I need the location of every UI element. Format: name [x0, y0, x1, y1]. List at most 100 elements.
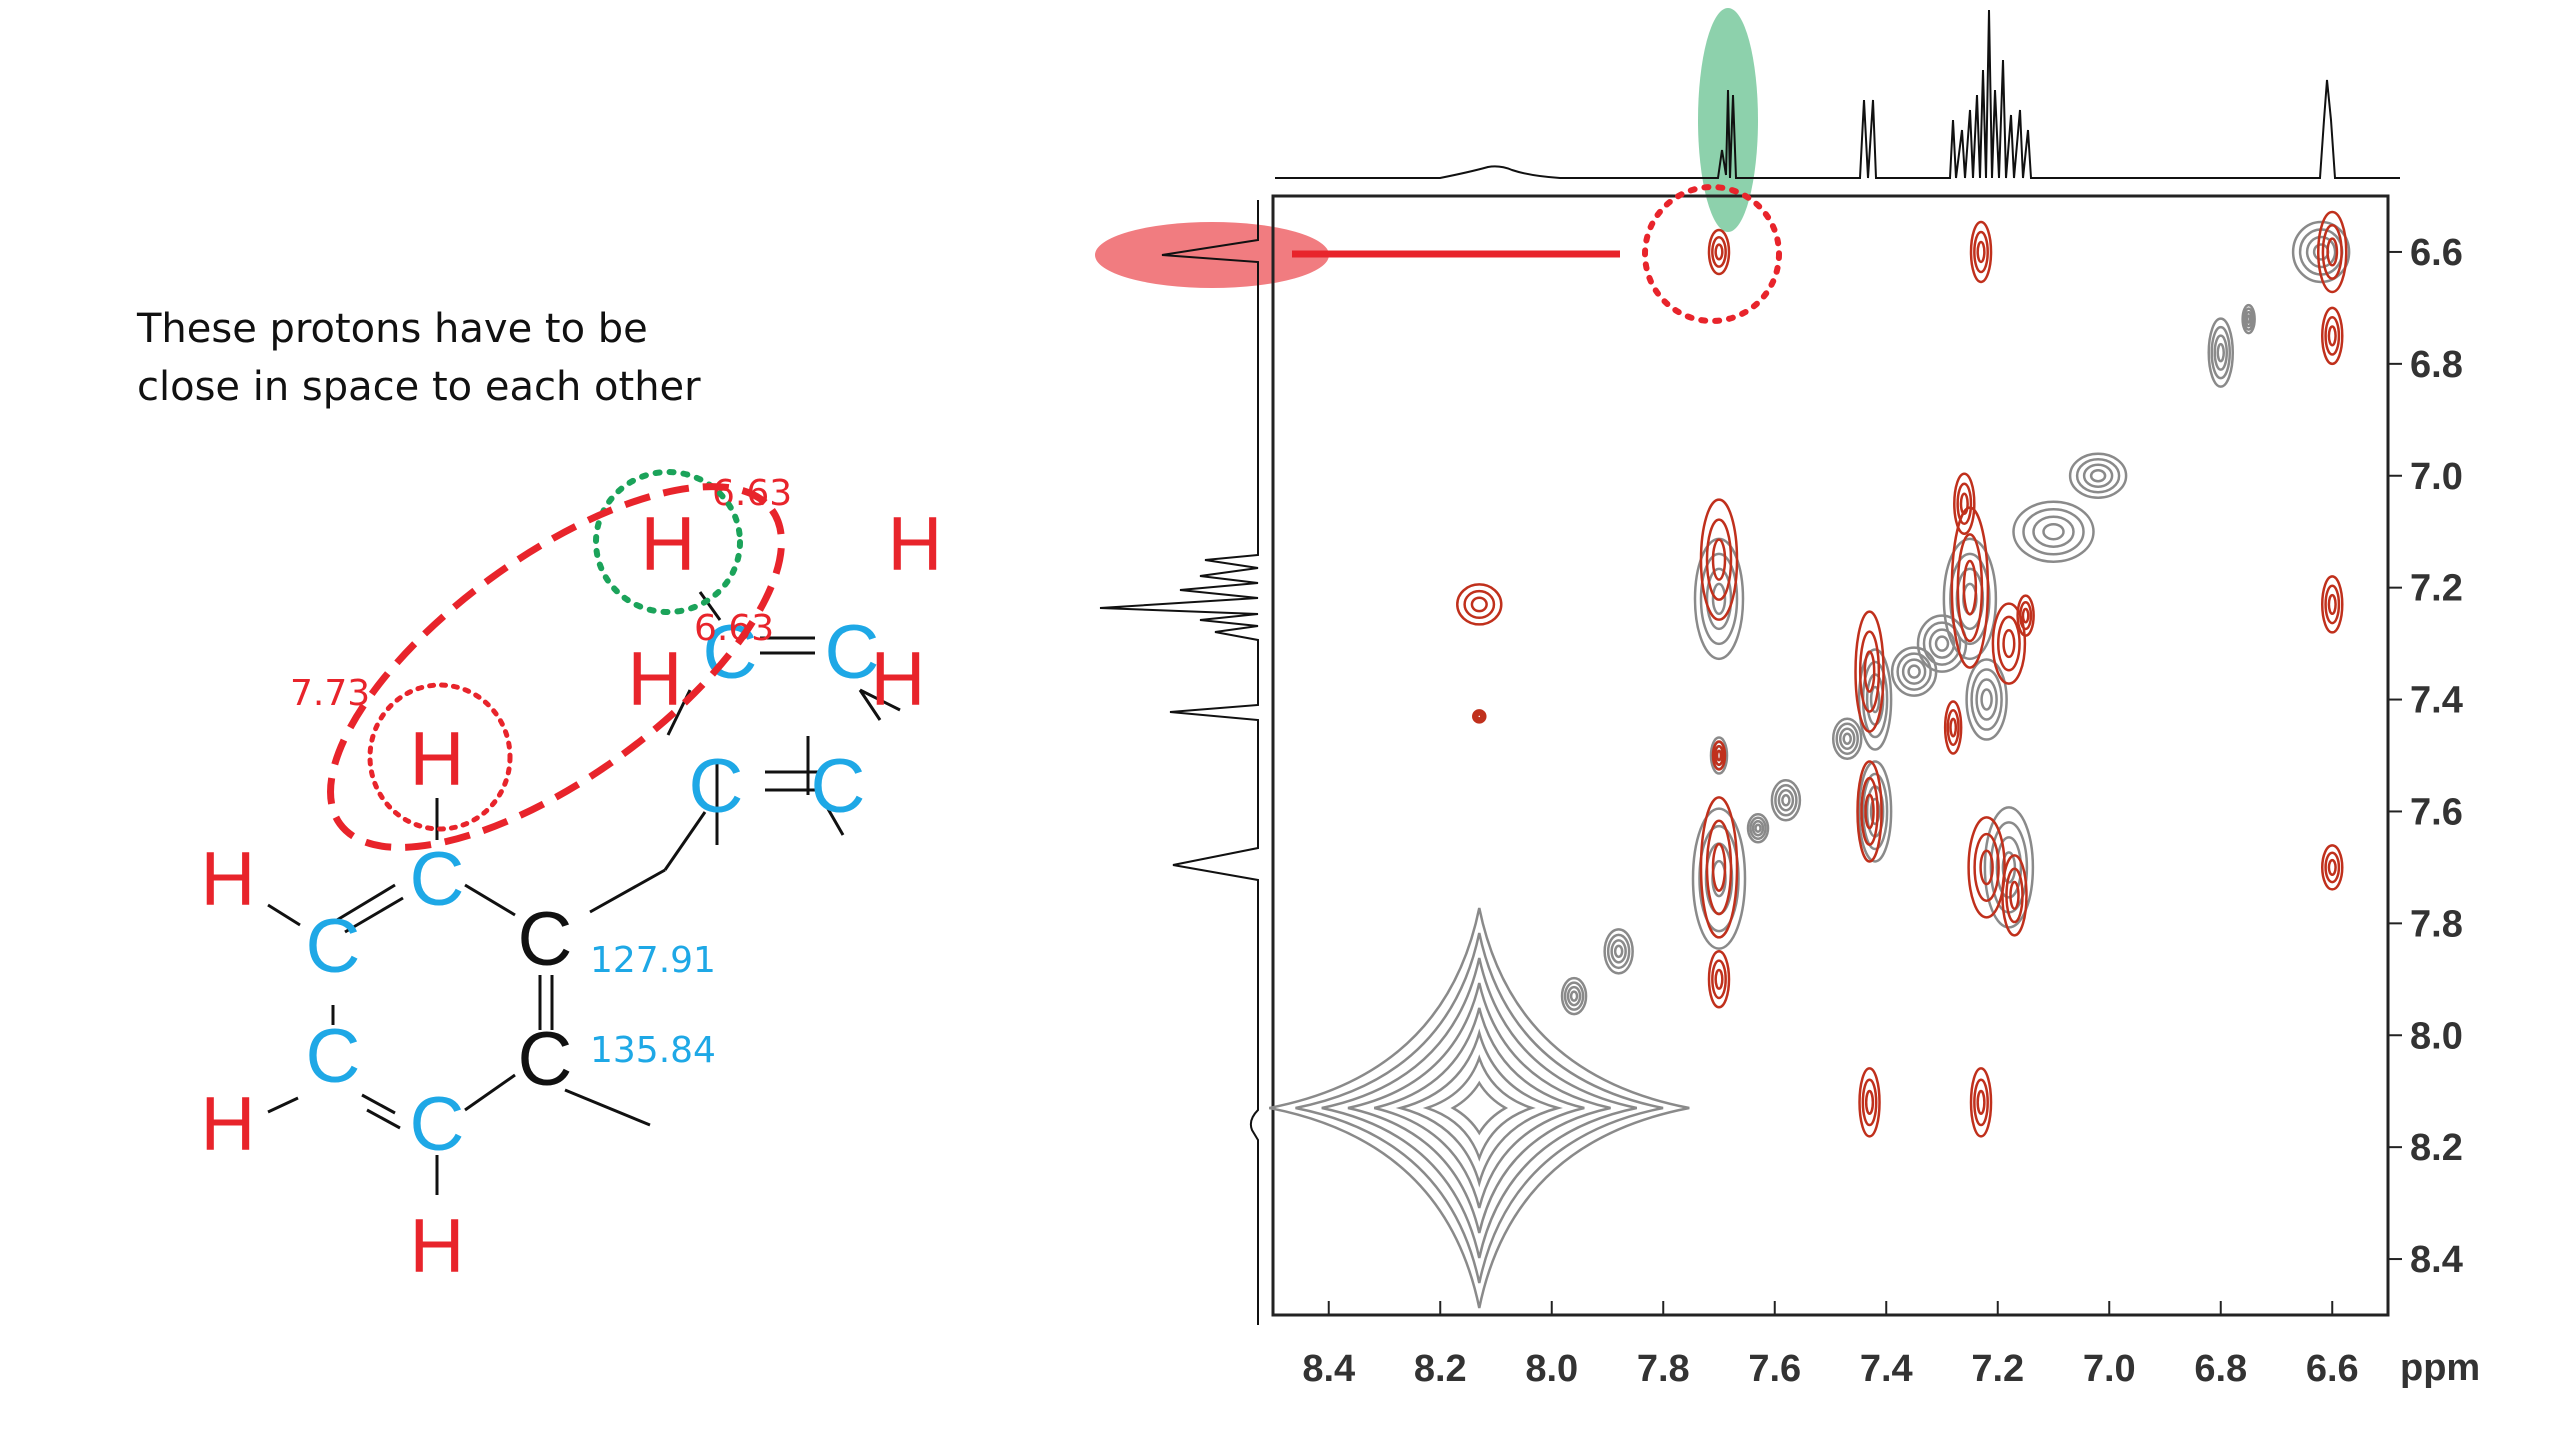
cross-peak — [1943, 700, 1963, 755]
cross-peak — [2002, 629, 2016, 659]
annotation-line-1: These protons have to be — [136, 306, 648, 352]
diagonal-peak — [2305, 235, 2337, 269]
y-tick-label: 7.2 — [2410, 568, 2463, 610]
atom-h-7-73: H — [410, 717, 465, 802]
cross-peak — [1973, 230, 1989, 274]
bond — [818, 794, 845, 836]
x-tick-label: 7.8 — [1637, 1348, 1690, 1390]
y-tick-label: 6.8 — [2410, 344, 2463, 386]
diagonal-peak — [1896, 652, 1932, 691]
diagonal-peak — [1857, 760, 1893, 863]
diagonal-peak — [1711, 582, 1727, 616]
diagonal-peak-8-13 — [1422, 1054, 1536, 1162]
f1-projection-trace — [1099, 200, 1259, 1325]
cross-peak — [1973, 1078, 1989, 1127]
f1-projection-highlight — [1095, 222, 1329, 288]
cross-peak — [1711, 740, 1727, 771]
diagonal-peak — [1774, 784, 1798, 817]
diagonal-peak — [1698, 824, 1740, 933]
y-tick-label: 8.0 — [2410, 1015, 2463, 1057]
plot-frame — [1271, 194, 2390, 1317]
diagonal-peak — [2213, 334, 2228, 371]
cross-peak — [2321, 224, 2343, 280]
cross-peak — [1711, 842, 1727, 892]
cross-peak — [1476, 713, 1483, 720]
cross-peak — [1714, 243, 1724, 261]
y-tick-label: 7.0 — [2410, 456, 2463, 498]
f2-projection-trace — [1275, 9, 2400, 179]
bond-h-c — [267, 903, 301, 927]
diagonal-peak — [1770, 779, 1802, 822]
shift-label-h-7-73: 7.73 — [290, 673, 370, 714]
diagonal-peak — [1569, 990, 1579, 1002]
diagonal-peak — [2022, 507, 2085, 556]
diagonal-peak — [1691, 807, 1747, 950]
diagonal-peak — [1704, 842, 1734, 915]
atom-c: C — [410, 1082, 465, 1167]
cross-peak — [1463, 589, 1496, 620]
dashed-ellipse-proximity — [327, 483, 785, 851]
diagonal-peak-8-13 — [1450, 1080, 1509, 1136]
diagonal-peak — [1613, 944, 1624, 959]
diagonal-peak — [2207, 317, 2234, 388]
cross-peak — [2324, 315, 2341, 356]
diagonal-peak — [2242, 307, 2255, 331]
cross-peak — [1470, 596, 1488, 613]
atom-h: H — [201, 837, 256, 922]
atom-c: C — [825, 610, 880, 695]
cross-peak — [1962, 559, 1978, 616]
diagonal-peak — [1857, 648, 1893, 751]
diagonal-peak — [1606, 933, 1631, 970]
atom-h: H — [628, 637, 683, 722]
cross-peak — [2326, 237, 2339, 267]
contour-peaks — [1269, 210, 2351, 1309]
cross-peak — [2321, 844, 2344, 891]
x-tick-label: 6.8 — [2194, 1348, 2247, 1390]
diagonal-peak — [1751, 819, 1765, 837]
cross-peak — [1996, 615, 2021, 672]
diagonal-peak — [1603, 928, 1634, 975]
atom-c: C — [518, 1017, 573, 1102]
cross-peak — [1474, 711, 1485, 722]
bond-double-a — [336, 883, 396, 922]
diagonal-peak — [2291, 220, 2351, 284]
molecule-bonds — [267, 591, 901, 1195]
diagonal-peak — [2001, 851, 2017, 884]
cross-peak — [1953, 472, 1976, 535]
y-tick-label: 7.4 — [2410, 680, 2463, 722]
cross-peak — [2324, 851, 2341, 884]
y-tick-label: 8.4 — [2410, 1239, 2463, 1281]
bond — [464, 883, 516, 917]
y-tick-label: 6.6 — [2410, 232, 2463, 274]
diagonal-peak — [1995, 836, 2023, 899]
cross-peak — [2317, 210, 2348, 294]
dotted-circle-h-6-63 — [593, 469, 743, 615]
diagonal-peak-8-13 — [1295, 932, 1664, 1284]
cross-peak — [2327, 858, 2337, 876]
cross-peak — [1714, 968, 1724, 990]
cross-peak — [2321, 306, 2344, 366]
diagonal-peak — [1831, 717, 1863, 760]
cross-peak — [1705, 819, 1733, 916]
atom-h: H — [871, 637, 926, 722]
x-tick-label: 7.6 — [1748, 1348, 1801, 1390]
cross-peak — [2009, 880, 2020, 910]
dotted-circle-h-7-73 — [367, 682, 513, 832]
diagonal-peak — [2012, 500, 2095, 563]
diagonal-peak — [1838, 727, 1856, 750]
shift-label-h-mid: 6.63 — [694, 608, 774, 649]
atom-c: C — [306, 904, 361, 989]
diagonal-peak — [2244, 310, 2253, 328]
molecule-atoms: H C H C C C C H C H H H H C C H C C — [201, 502, 943, 1289]
y-axis-ticks: 6.6 6.8 7.0 7.2 7.4 7.6 7.8 8.0 8.2 8.4 — [2388, 232, 2463, 1281]
atom-c: C — [518, 897, 573, 982]
cross-peak — [1699, 796, 1739, 939]
diagonal-peak — [2068, 452, 2128, 499]
cross-peak — [1711, 538, 1727, 581]
diagonal-peak-8-13 — [1347, 982, 1611, 1234]
cross-peak — [1711, 236, 1727, 268]
diagonal-peak — [1699, 552, 1739, 646]
cross-peak — [2321, 575, 2344, 634]
bond-h-c — [698, 591, 722, 621]
